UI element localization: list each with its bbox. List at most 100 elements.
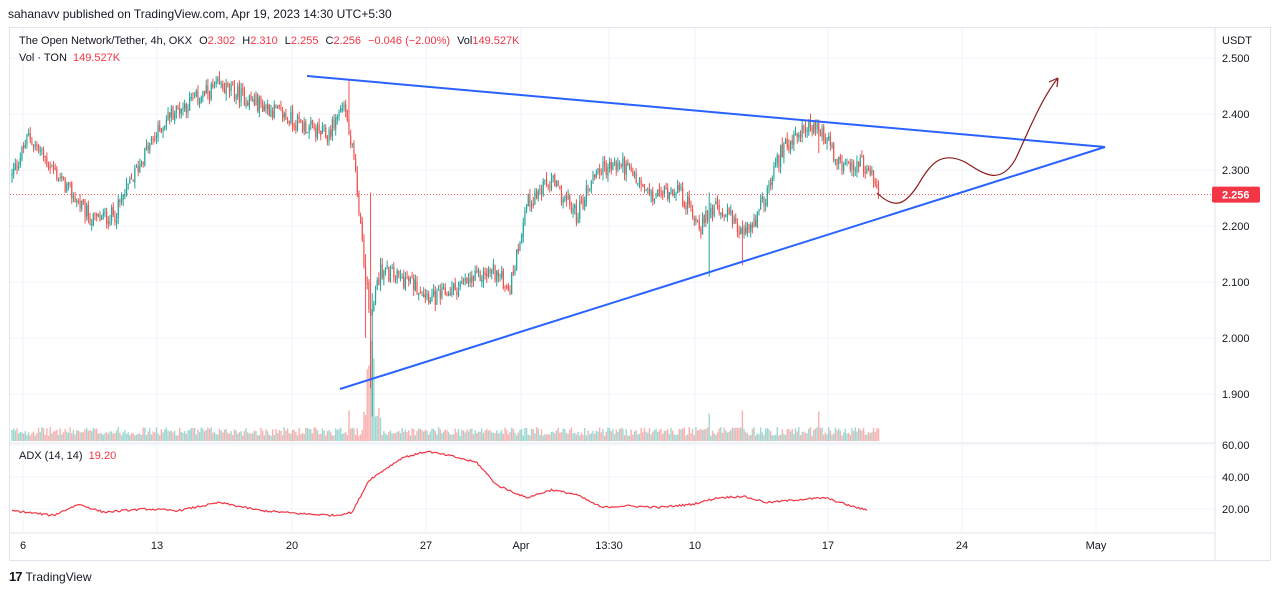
candle-body bbox=[419, 291, 421, 294]
candle-body bbox=[693, 218, 695, 221]
candle-body bbox=[296, 115, 299, 131]
candle-body bbox=[675, 193, 677, 196]
candle-body bbox=[469, 278, 471, 282]
volume-bar bbox=[414, 435, 417, 441]
candle-body bbox=[557, 180, 559, 187]
symbol-title[interactable]: The Open Network/Tether, 4h, OKX bbox=[19, 35, 193, 47]
volume-bar bbox=[190, 427, 192, 441]
volume-bar bbox=[232, 435, 234, 441]
volume-bar bbox=[228, 433, 231, 441]
volume-bar bbox=[381, 435, 383, 441]
candle-body bbox=[738, 230, 740, 235]
candle-body bbox=[44, 156, 46, 158]
volume-bar bbox=[422, 431, 425, 441]
volume-bar bbox=[238, 432, 241, 441]
candle-body bbox=[172, 106, 174, 120]
volume-bar bbox=[467, 431, 470, 441]
time-tick-label: May bbox=[1086, 540, 1107, 552]
candle-body bbox=[660, 190, 662, 195]
candle-body bbox=[194, 97, 196, 99]
volume-bar bbox=[305, 428, 307, 441]
volume-bar bbox=[112, 433, 114, 441]
volume-bar bbox=[233, 429, 236, 441]
candle-body bbox=[491, 270, 493, 274]
volume-bar bbox=[856, 431, 858, 441]
volume-value: 149.527K bbox=[472, 35, 520, 47]
candle-body bbox=[524, 210, 526, 224]
candle-body bbox=[590, 181, 592, 190]
volume-bar bbox=[769, 431, 772, 441]
volume-bar bbox=[675, 434, 677, 441]
candle-body bbox=[519, 243, 521, 251]
candle-body bbox=[657, 189, 659, 196]
volume-bar bbox=[313, 427, 315, 441]
candle-body bbox=[160, 129, 162, 134]
candle-body bbox=[672, 189, 674, 195]
candle-body bbox=[640, 180, 642, 185]
candle-body bbox=[555, 180, 558, 187]
volume-bar bbox=[431, 428, 433, 441]
volume-bar bbox=[776, 427, 778, 441]
volume-bar bbox=[298, 427, 300, 441]
volume-bar bbox=[363, 411, 365, 441]
candle-body bbox=[509, 290, 511, 294]
candle-body bbox=[106, 211, 108, 224]
volume-bar bbox=[545, 434, 548, 441]
candle-body bbox=[182, 107, 184, 110]
adx-indicator-value: 19.20 bbox=[88, 450, 117, 462]
ohlc-legend: The Open Network/Tether, 4h, OKX O2.302 … bbox=[19, 35, 519, 47]
volume-bar bbox=[205, 429, 207, 441]
candle-body bbox=[104, 212, 106, 214]
candle-body bbox=[582, 198, 584, 208]
candle-body bbox=[685, 205, 687, 210]
candle-body bbox=[534, 192, 536, 205]
candle-body bbox=[779, 145, 782, 168]
candle-body bbox=[416, 281, 418, 294]
candle-body bbox=[700, 228, 702, 235]
volume-bar bbox=[794, 428, 797, 441]
volume-bar bbox=[210, 427, 212, 441]
volume-bar bbox=[185, 433, 187, 441]
candle-body bbox=[117, 199, 119, 219]
volume-bar bbox=[71, 433, 73, 441]
volume-bar bbox=[549, 434, 551, 441]
adx-indicator-label[interactable]: ADX (14, 14) bbox=[19, 450, 83, 462]
volume-bar bbox=[716, 432, 719, 441]
volume-bar bbox=[300, 434, 302, 441]
volume-bar bbox=[447, 432, 450, 441]
volume-bar bbox=[105, 432, 108, 441]
volume-bar bbox=[11, 429, 13, 441]
candle-body bbox=[295, 125, 297, 130]
candle-body bbox=[472, 276, 475, 281]
volume-bar bbox=[394, 433, 397, 441]
candle-body bbox=[31, 141, 33, 146]
volume-bar bbox=[200, 427, 202, 441]
candle-body bbox=[577, 217, 579, 224]
candle-body bbox=[315, 128, 317, 138]
candle-body bbox=[198, 101, 201, 104]
volume-bar bbox=[557, 427, 559, 441]
volume-bar bbox=[836, 430, 838, 441]
price-tick-label: 2.200 bbox=[1222, 221, 1250, 233]
volume-bar bbox=[316, 430, 319, 441]
volume-bar bbox=[122, 432, 124, 441]
candle-body bbox=[456, 291, 458, 296]
candle-body bbox=[547, 184, 549, 186]
volume-bar bbox=[459, 435, 461, 441]
candle-body bbox=[208, 91, 211, 100]
volume-bar bbox=[808, 428, 810, 441]
volume-bar bbox=[759, 427, 762, 441]
volume-bar bbox=[84, 429, 86, 441]
candle-body bbox=[733, 216, 735, 224]
volume-indicator-label[interactable]: Vol · TON bbox=[19, 52, 67, 64]
chart-frame[interactable] bbox=[9, 27, 1271, 561]
tradingview-logo[interactable]: 17 TradingView bbox=[9, 569, 92, 584]
candle-body bbox=[665, 186, 667, 189]
volume-bar bbox=[486, 428, 488, 441]
candle-body bbox=[783, 143, 785, 159]
candle-body bbox=[11, 172, 13, 177]
volume-bar bbox=[584, 428, 586, 441]
candle-body bbox=[258, 97, 260, 113]
candle-body bbox=[668, 192, 670, 200]
